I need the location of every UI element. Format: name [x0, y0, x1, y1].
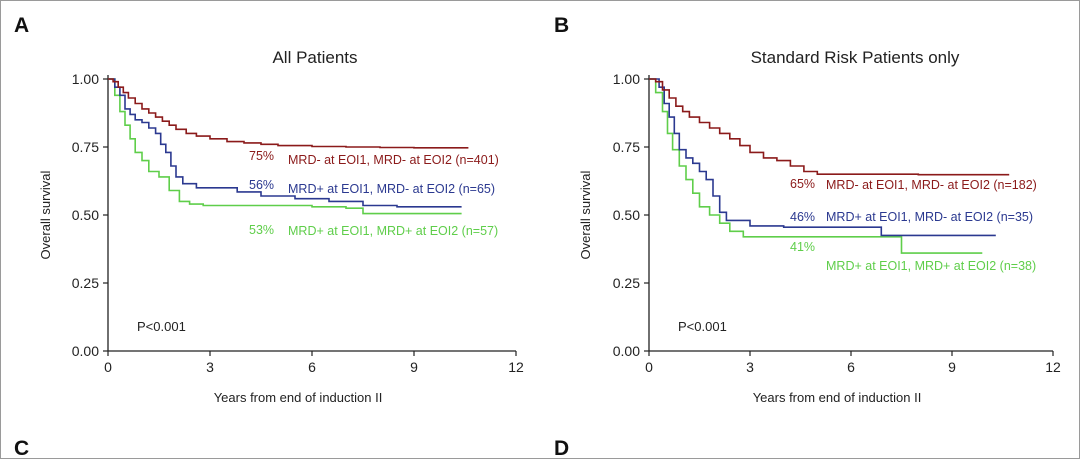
chart-b-y-tick-label: 0.50 [613, 207, 640, 223]
chart-b-series-line-1 [649, 78, 1010, 176]
chart-a-y-tick-label: 0.00 [72, 343, 99, 359]
chart-a-series-label-2: MRD+ at EOI1, MRD- at EOI2 (n=65) [288, 182, 495, 196]
chart-b-y-tick-label: 1.00 [613, 71, 640, 87]
chart-b-series-line-3 [649, 78, 983, 254]
chart-a-x-tick-label: 0 [104, 359, 112, 375]
chart-b-y-tick-label: 0.75 [613, 139, 640, 155]
chart-b-standard-risk: Standard Risk Patients only 0.00 0.25 0.50 0… [578, 48, 1061, 405]
chart-b-x-tick-label: 12 [1045, 359, 1061, 375]
chart-a-y-tick-label: 1.00 [72, 71, 99, 87]
chart-b-x-tick-label: 6 [847, 359, 855, 375]
chart-a-x-tick-label: 3 [206, 359, 214, 375]
chart-b-series-percent-1: 65% [790, 177, 815, 191]
panel-letter-d: D [554, 437, 570, 460]
chart-a-p-value: P<0.001 [137, 319, 186, 334]
chart-b-x-axis-label: Years from end of induction II [753, 390, 922, 405]
chart-b-series-line-2 [649, 78, 996, 237]
chart-b-series-percent-3: 41% [790, 240, 815, 254]
panel-letter-a: A [14, 14, 30, 37]
chart-b-y-axis-label: Overall survival [578, 170, 593, 259]
panel-letter-c: C [14, 437, 30, 460]
chart-b-series-label-1: MRD- at EOI1, MRD- at EOI2 (n=182) [826, 178, 1037, 192]
chart-a-x-axis-label: Years from end of induction II [214, 390, 383, 405]
panel-letter-b: B [554, 14, 570, 37]
chart-b-series-label-2: MRD+ at EOI1, MRD- at EOI2 (n=35) [826, 210, 1033, 224]
chart-a-y-tick-label: 0.75 [72, 139, 99, 155]
chart-a-series-percent-2: 56% [249, 178, 274, 192]
chart-b-x-tick-label: 9 [948, 359, 956, 375]
chart-a-series-line-3 [108, 78, 462, 215]
chart-b-y-tick-label: 0.00 [613, 343, 640, 359]
chart-b-x-tick-label: 3 [746, 359, 754, 375]
chart-a-x-tick-label: 12 [508, 359, 524, 375]
chart-a-series-percent-1: 75% [249, 149, 274, 163]
chart-b-p-value: P<0.001 [678, 319, 727, 334]
chart-a-x-tick-label: 9 [410, 359, 418, 375]
chart-a-series-percent-3: 53% [249, 223, 274, 237]
chart-b-y-tick-label: 0.25 [613, 275, 640, 291]
chart-b-series-percent-2: 46% [790, 210, 815, 224]
chart-a-series-line-2 [108, 78, 462, 208]
chart-b-series-label-3: MRD+ at EOI1, MRD+ at EOI2 (n=38) [826, 259, 1036, 273]
chart-a-y-tick-label: 0.25 [72, 275, 99, 291]
chart-b-title: Standard Risk Patients only [751, 48, 960, 67]
chart-a-series-label-3: MRD+ at EOI1, MRD+ at EOI2 (n=57) [288, 224, 498, 238]
chart-a-y-axis-label: Overall survival [38, 170, 53, 259]
chart-a-y-tick-label: 0.50 [72, 207, 99, 223]
chart-a-all-patients: All Patients 0.00 0.25 0.50 0.75 1.00 0 3 6 9 12 Ye… [38, 48, 524, 405]
chart-a-series-label-1: MRD- at EOI1, MRD- at EOI2 (n=401) [288, 153, 499, 167]
chart-a-title: All Patients [272, 48, 357, 67]
chart-a-x-tick-label: 6 [308, 359, 316, 375]
chart-a-series-line-1 [108, 78, 469, 149]
chart-b-x-tick-label: 0 [645, 359, 653, 375]
